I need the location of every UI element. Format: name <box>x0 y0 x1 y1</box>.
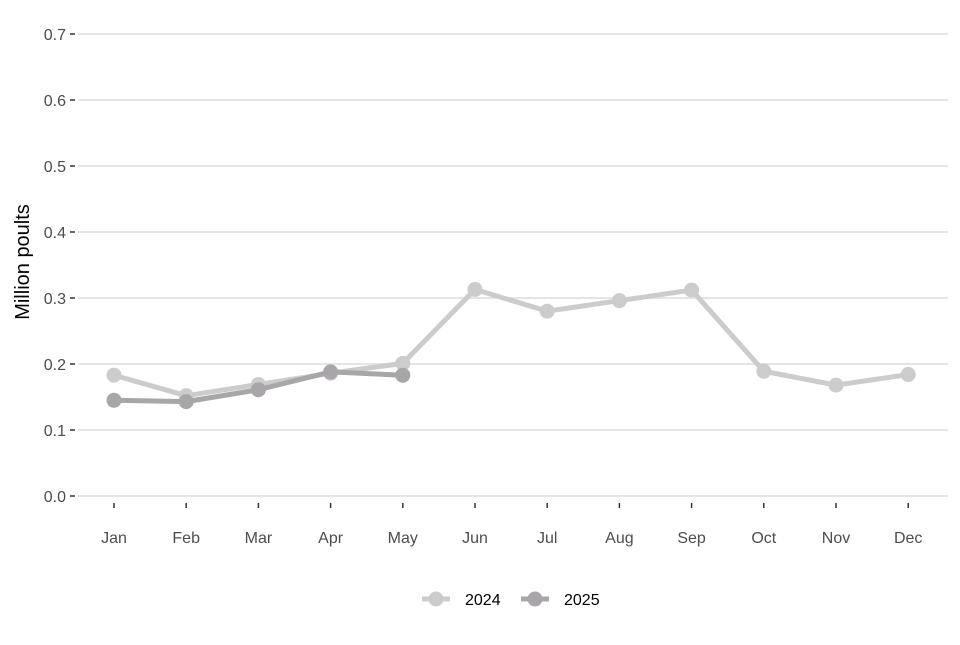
series-line-2024 <box>113 286 909 399</box>
y-axis-ticks: 0.0 0.1 0.2 0.3 0.4 0.5 0.6 0.7 <box>44 27 75 506</box>
data-point <box>395 355 411 371</box>
x-tick-label: May <box>388 530 418 547</box>
data-point <box>756 363 772 379</box>
gridlines <box>78 33 948 497</box>
data-point <box>539 303 555 319</box>
data-point <box>900 367 916 383</box>
data-point <box>467 281 483 297</box>
data-point <box>828 377 844 393</box>
x-tick-label: Mar <box>245 530 273 547</box>
y-tick-label: 0.6 <box>44 93 66 110</box>
data-point <box>684 282 700 298</box>
legend-label: 2024 <box>465 592 501 609</box>
y-tick-label: 0.7 <box>44 27 66 44</box>
y-tick-label: 0.0 <box>44 489 66 506</box>
x-tick-label: Jul <box>537 530 557 547</box>
x-tick-label: Jun <box>462 530 488 547</box>
legend-item-2024: 2024 <box>422 591 501 609</box>
data-point <box>106 392 122 408</box>
series-2024 <box>106 281 916 404</box>
legend-item-2025: 2025 <box>521 591 600 609</box>
x-tick-label: Dec <box>894 530 922 547</box>
data-point <box>323 364 339 380</box>
x-tick-label: Jan <box>101 530 127 547</box>
data-point <box>611 293 627 309</box>
series-lines <box>106 281 916 410</box>
y-axis-title: Million poults <box>12 204 34 320</box>
y-tick-label: 0.2 <box>44 357 66 374</box>
data-point <box>178 394 194 410</box>
data-point <box>395 367 411 383</box>
legend-key-point <box>428 591 444 607</box>
legend-key-point <box>527 591 543 607</box>
series-2025 <box>106 364 411 410</box>
x-tick-label: Apr <box>318 530 344 547</box>
data-point <box>106 367 122 383</box>
y-tick-label: 0.4 <box>44 225 66 242</box>
legend: 2024 2025 <box>422 591 600 609</box>
x-axis-ticks: Jan Feb Mar Apr May Jun Jul Aug Sep Oct Nov Dec <box>101 503 922 547</box>
x-tick-label: Feb <box>172 530 200 547</box>
x-tick-label: Sep <box>677 530 706 547</box>
y-tick-label: 0.5 <box>44 159 66 176</box>
legend-label: 2025 <box>564 592 600 609</box>
x-tick-label: Aug <box>605 530 633 547</box>
x-tick-label: Nov <box>822 530 850 547</box>
y-tick-label: 0.1 <box>44 423 66 440</box>
data-point <box>250 382 266 398</box>
y-tick-label: 0.3 <box>44 291 66 308</box>
x-tick-label: Oct <box>751 530 776 547</box>
